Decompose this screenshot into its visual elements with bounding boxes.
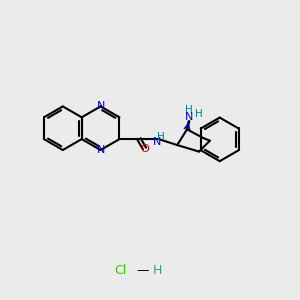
Text: N: N [185, 112, 193, 122]
Text: —: — [137, 264, 149, 278]
Text: H: H [195, 109, 203, 118]
Text: N: N [98, 101, 106, 111]
Text: O: O [140, 143, 149, 154]
Text: N: N [98, 145, 106, 155]
Text: H: H [185, 104, 193, 115]
Text: N: N [152, 137, 161, 147]
Text: H: H [157, 132, 164, 142]
Text: H: H [153, 264, 163, 278]
Text: Cl: Cl [114, 264, 126, 278]
